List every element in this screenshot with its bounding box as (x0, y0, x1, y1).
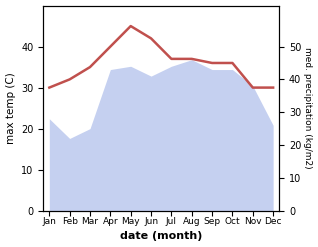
Y-axis label: max temp (C): max temp (C) (5, 72, 16, 144)
Y-axis label: med. precipitation (kg/m2): med. precipitation (kg/m2) (303, 47, 313, 169)
X-axis label: date (month): date (month) (120, 231, 203, 242)
